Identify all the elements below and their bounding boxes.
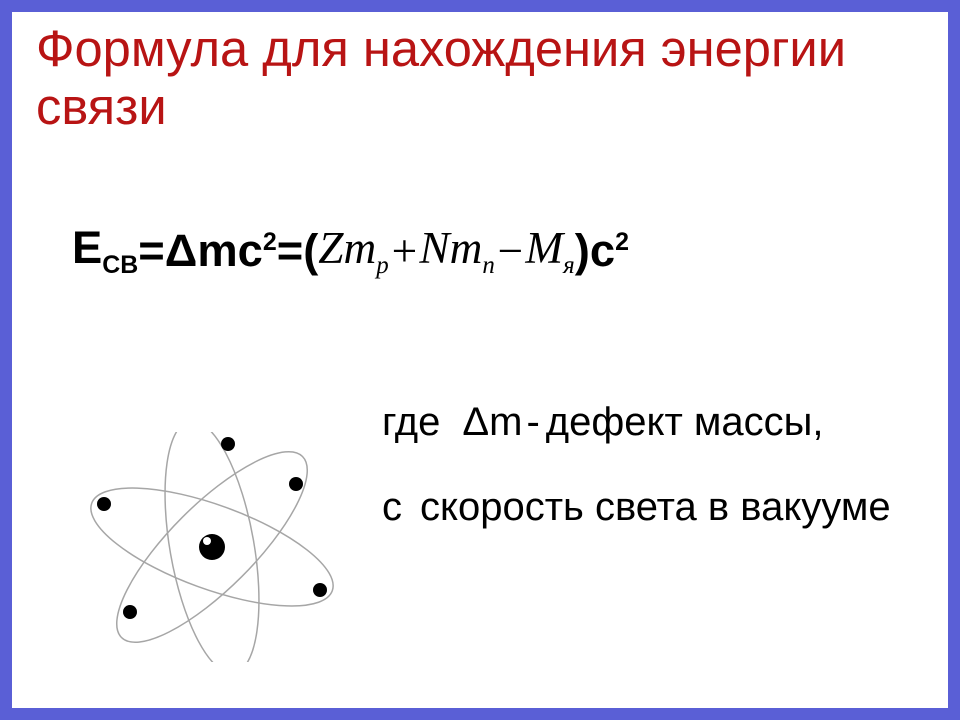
def-c: c <box>382 485 402 530</box>
formula-Nmn: Nmn <box>419 222 494 280</box>
formula-rp: ) <box>575 225 590 277</box>
def-dash: - <box>526 400 539 445</box>
formula-lp: ( <box>303 225 318 277</box>
spacer <box>382 445 948 485</box>
binding-energy-formula: EСВ = Δ mc2 = ( Zmp + Nmn − Mя ) c2 <box>72 222 928 280</box>
formula-eq2: = <box>277 225 303 277</box>
formula-delta: Δ <box>165 225 198 277</box>
title-text: Формула для нахождения энергии связи <box>36 20 846 135</box>
def-speed-text: скорость света в вакууме <box>420 485 891 530</box>
formula-eq1: = <box>138 225 164 277</box>
formula-Zmp: Zmp <box>318 222 388 280</box>
formula-E: EСВ <box>72 222 138 280</box>
slide-frame: Формула для нахождения энергии связи EСВ… <box>0 0 960 720</box>
formula-mc: mc2 <box>197 225 276 277</box>
definition-speed-of-light: c скорость света в вакууме <box>382 485 948 530</box>
def-mass-defect-text: дефект массы, <box>546 400 824 445</box>
def-where: где <box>382 400 440 445</box>
atom-icon <box>72 432 352 662</box>
definition-mass-defect: где Δm - дефект массы, <box>382 400 948 445</box>
formula-minus: − <box>495 225 526 277</box>
def-delta-m: Δm <box>462 400 522 445</box>
slide-title: Формула для нахождения энергии связи <box>36 20 918 137</box>
formula-Mya: Mя <box>525 222 574 280</box>
definitions-block: где Δm - дефект массы, c скорость света … <box>382 400 948 530</box>
atom-model-illustration <box>72 432 352 662</box>
formula-plus: + <box>389 225 420 277</box>
formula-c2: c2 <box>590 225 629 277</box>
